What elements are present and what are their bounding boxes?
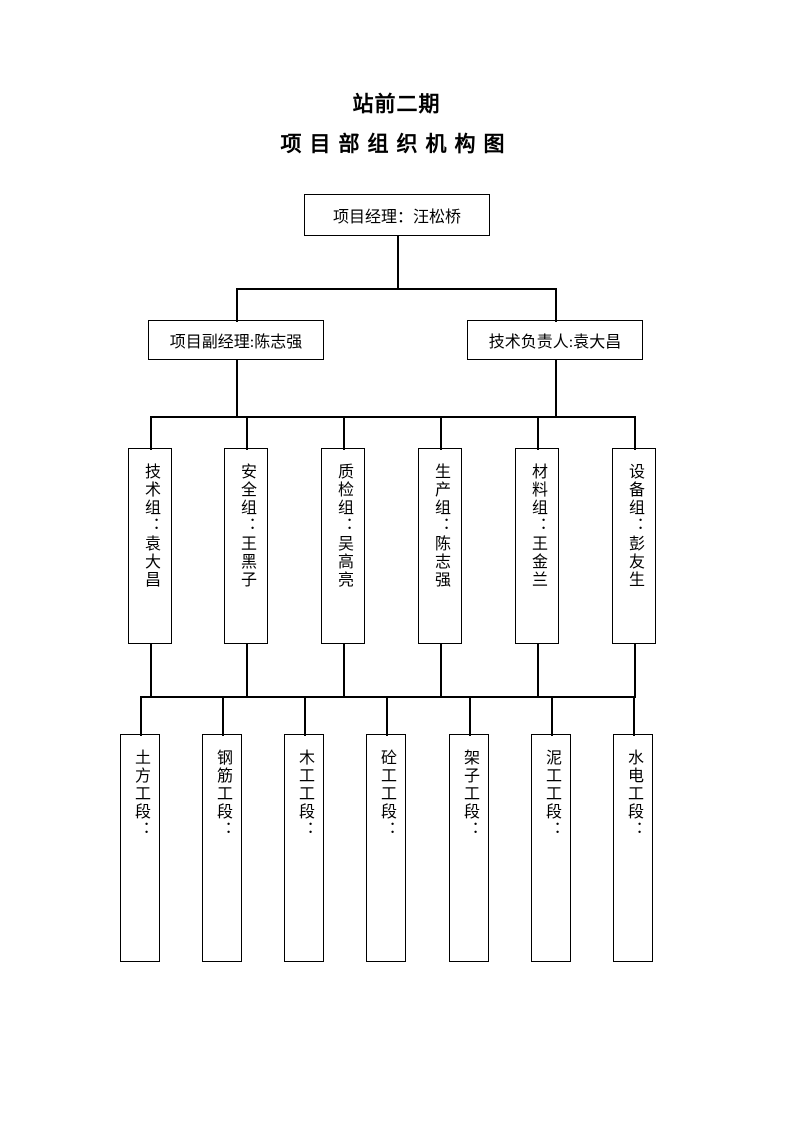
- node-section-2: 木工工段：: [284, 734, 324, 962]
- node-group-2: 质检组：吴高亮: [321, 448, 365, 644]
- connector-line: [537, 416, 539, 450]
- connector-line: [140, 696, 142, 736]
- connector-line: [150, 644, 152, 698]
- node-group-3: 生产组：陈志强: [418, 448, 462, 644]
- connector-line: [150, 416, 152, 450]
- connector-line: [537, 644, 539, 698]
- connector-line: [236, 360, 238, 418]
- connector-line: [551, 696, 553, 736]
- connector-line: [236, 288, 238, 322]
- connector-line: [469, 696, 471, 736]
- node-deputy-0: 项目副经理:陈志强: [148, 320, 324, 360]
- connector-line: [386, 696, 388, 736]
- node-section-1: 钢筋工段：: [202, 734, 242, 962]
- connector-line: [246, 416, 248, 450]
- title-line-2: 项目部组织机构图: [0, 128, 793, 158]
- node-section-3: 砼工工段：: [366, 734, 406, 962]
- node-section-4: 架子工段：: [449, 734, 489, 962]
- node-group-0: 技术组：袁大昌: [128, 448, 172, 644]
- node-section-0: 土方工段：: [120, 734, 160, 962]
- node-section-6: 水电工段：: [613, 734, 653, 962]
- connector-line: [304, 696, 306, 736]
- node-group-4: 材料组：王金兰: [515, 448, 559, 644]
- connector-line: [633, 696, 635, 736]
- connector-line: [246, 644, 248, 698]
- node-deputy-1: 技术负责人:袁大昌: [467, 320, 643, 360]
- org-chart: 项目经理：汪松桥项目副经理:陈志强 技术负责人:袁大昌技术组：袁大昌 安全组：王黑子…: [0, 180, 793, 1080]
- node-group-5: 设备组：彭友生: [612, 448, 656, 644]
- connector-line: [222, 696, 224, 736]
- chart-title: 站前二期 项目部组织机构图: [0, 0, 793, 158]
- connector-line: [634, 644, 636, 698]
- connector-line: [555, 288, 557, 322]
- connector-line: [150, 416, 636, 418]
- title-line-1: 站前二期: [0, 88, 793, 118]
- connector-line: [236, 288, 557, 290]
- node-project-manager: 项目经理：汪松桥: [304, 194, 490, 236]
- connector-line: [343, 416, 345, 450]
- connector-line: [343, 644, 345, 698]
- connector-line: [555, 360, 557, 418]
- connector-line: [440, 644, 442, 698]
- connector-line: [634, 416, 636, 450]
- node-section-5: 泥工工段：: [531, 734, 571, 962]
- connector-line: [397, 236, 399, 290]
- node-group-1: 安全组：王黑子: [224, 448, 268, 644]
- connector-line: [440, 416, 442, 450]
